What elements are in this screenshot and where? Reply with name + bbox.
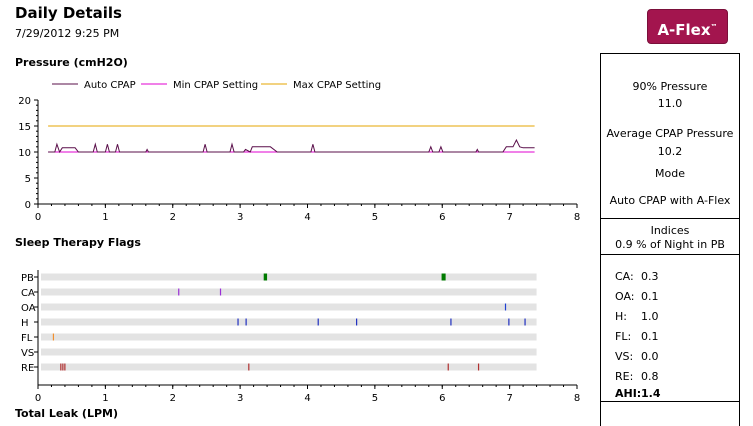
panel-divider: [601, 401, 739, 402]
flag-event-h: [237, 318, 239, 326]
flag-event-oa: [504, 303, 507, 311]
x-tick-label: 0: [35, 212, 41, 223]
x-tick-label: 1: [102, 393, 108, 404]
legend-label: Auto CPAP: [84, 80, 136, 91]
flag-event-h: [450, 318, 452, 326]
logo-trademark: ™: [710, 23, 718, 31]
flag-row-label: OA: [21, 303, 36, 314]
report-datetime: 7/29/2012 9:25 PM: [15, 27, 120, 40]
y-tick-label: 5: [25, 174, 31, 185]
pb-percent: 0.9 % of Night in PB: [615, 238, 725, 251]
flag-row-band: [41, 333, 537, 341]
flag-row-label: VS: [21, 348, 34, 359]
x-tick-label: 7: [506, 212, 512, 223]
aflex-logo: A-Flex™: [647, 9, 728, 44]
flag-event-re: [248, 363, 250, 371]
flag-row-band: [41, 273, 537, 281]
flag-event-ca: [178, 288, 180, 296]
mode-value: Auto CPAP with A-Flex: [609, 194, 731, 207]
flag-event-re: [60, 363, 62, 371]
index-ca: CA: 0.3: [615, 270, 659, 283]
flags-chart: PB CA OA H FL VS RE 0 1 2 3 4 5 6 7 8: [21, 270, 580, 404]
x-tick-label: 2: [170, 212, 176, 223]
flag-row-label: FL: [21, 333, 33, 344]
avg-pressure-label: Average CPAP Pressure: [606, 127, 734, 140]
index-re: RE: 0.8: [615, 370, 659, 383]
y-tick-label: 10: [18, 148, 31, 159]
legend-label: Max CPAP Setting: [293, 80, 381, 91]
index-oa: OA: 0.1: [615, 290, 659, 303]
flag-row-band: [41, 348, 537, 356]
index-h: H: 1.0: [615, 310, 659, 323]
flag-row-label: RE: [21, 363, 34, 374]
flag-event-h: [524, 318, 526, 326]
x-tick-label: 1: [102, 212, 108, 223]
y-tick-label: 15: [18, 122, 31, 133]
pressure-chart-title: Pressure (cmH2O): [15, 56, 128, 69]
p90-label: 90% Pressure: [632, 80, 708, 93]
pressure-chart: Auto CPAP Min CPAP Setting Max CPAP Settin…: [18, 80, 580, 223]
flag-event-re: [64, 363, 66, 371]
x-tick-label: 6: [439, 393, 445, 404]
x-tick-label: 0: [35, 393, 41, 404]
x-tick-label: 3: [237, 212, 243, 223]
x-tick-label: 3: [237, 393, 243, 404]
flag-event-fl: [52, 333, 55, 341]
index-ahi: AHI: 1.4: [615, 387, 661, 400]
logo-text: A-Flex: [657, 21, 711, 39]
flag-row-label: PB: [21, 273, 34, 284]
x-tick-label: 7: [506, 393, 512, 404]
flag-event-re: [477, 363, 480, 371]
series-line-auto-cpap: [48, 138, 535, 154]
flag-event-h: [508, 318, 510, 326]
indices-label: Indices: [650, 224, 690, 237]
x-tick-label: 5: [372, 393, 378, 404]
panel-divider: [601, 218, 739, 219]
p90-value: 11.0: [657, 97, 683, 110]
flag-event-h: [356, 318, 358, 326]
leak-chart-title: Total Leak (LPM): [15, 407, 118, 420]
avg-pressure-value: 10.2: [657, 145, 683, 158]
legend-label: Min CPAP Setting: [173, 80, 258, 91]
x-tick-label: 4: [304, 393, 310, 404]
y-tick-label: 0: [25, 200, 31, 211]
x-tick-label: 5: [372, 212, 378, 223]
page-title: Daily Details: [15, 4, 122, 22]
flag-row-band: [41, 318, 537, 326]
y-tick-label: 20: [18, 96, 31, 107]
index-fl: FL: 0.1: [615, 330, 659, 343]
summary-panel: 90% Pressure 11.0 Average CPAP Pressure …: [600, 53, 740, 426]
x-tick-label: 8: [574, 393, 580, 404]
flag-row-band: [41, 303, 537, 311]
x-tick-label: 8: [574, 212, 580, 223]
flag-event-h: [245, 318, 247, 326]
index-vs: VS: 0.0: [615, 350, 659, 363]
mode-label: Mode: [655, 167, 685, 180]
flag-row-band: [41, 288, 537, 296]
flag-event-re: [62, 363, 64, 371]
flag-row-label: CA: [21, 288, 35, 299]
x-tick-label: 6: [439, 212, 445, 223]
flag-event-pb: [263, 273, 268, 281]
flag-event-ca: [219, 288, 222, 296]
flags-chart-title: Sleep Therapy Flags: [15, 236, 141, 249]
x-tick-label: 2: [170, 393, 176, 404]
flag-event-pb: [441, 273, 446, 281]
flag-row-band: [41, 363, 537, 371]
x-tick-label: 4: [304, 212, 310, 223]
flag-row-label: H: [21, 318, 29, 329]
flag-event-re: [447, 363, 449, 371]
panel-divider: [601, 254, 739, 255]
flag-event-h: [317, 318, 319, 326]
